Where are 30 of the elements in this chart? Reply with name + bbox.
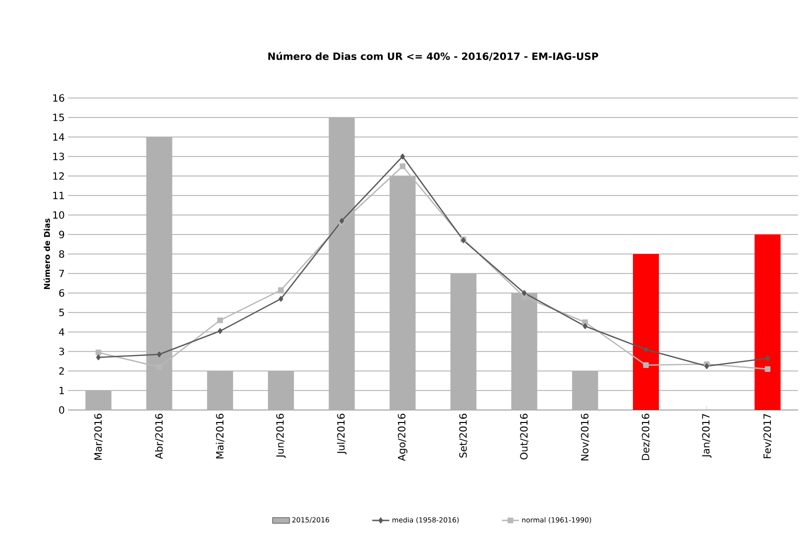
y-tick-label: 15 — [53, 114, 64, 122]
y-tick-label: 9 — [59, 230, 64, 238]
y-tick-label: 4 — [58, 328, 64, 336]
y-tick-label: 2 — [59, 367, 64, 375]
x-tick-label: Mar/2016 — [94, 414, 103, 460]
y-tick-label: 14 — [53, 133, 64, 141]
y-tick-label: 11 — [53, 192, 64, 200]
x-tick-label: Mai/2016 — [216, 414, 224, 458]
x-tick-label: Dez/2016 — [642, 414, 650, 460]
y-tick-label: 6 — [59, 289, 64, 297]
y-tick-label: 12 — [53, 172, 64, 180]
y-tick-label: 16 — [53, 94, 64, 102]
y-tick-label: 0 — [59, 406, 64, 414]
y-tick-label: 1 — [60, 386, 64, 394]
x-tick-label: Abr/2016 — [155, 414, 164, 460]
y-tick-label: 5 — [59, 308, 64, 316]
x-tick-label: Fev/2017 — [763, 414, 772, 458]
x-tick-label: Set/2016 — [459, 414, 468, 458]
x-tick-label: Jul/2016 — [336, 414, 347, 454]
x-tick-label: Jan/2017 — [702, 414, 712, 458]
y-tick-label: 10 — [53, 211, 64, 219]
x-tick-label: Out/2016 — [520, 414, 528, 460]
chart-title: Número de Dias com UR <= 40% - 2016/2017 - EM-IAG-USP — [268, 52, 598, 61]
x-tick-label: Nov/2016 — [580, 414, 590, 460]
y-tick-label: 8 — [59, 250, 64, 258]
x-tick-label: Jun/2016 — [276, 414, 286, 458]
x-tick-label: Ago/2016 — [398, 414, 408, 462]
y-tick-label: 3 — [59, 348, 64, 356]
y-tick-label: 13 — [53, 152, 64, 160]
y-tick-label: 7 — [59, 270, 64, 278]
